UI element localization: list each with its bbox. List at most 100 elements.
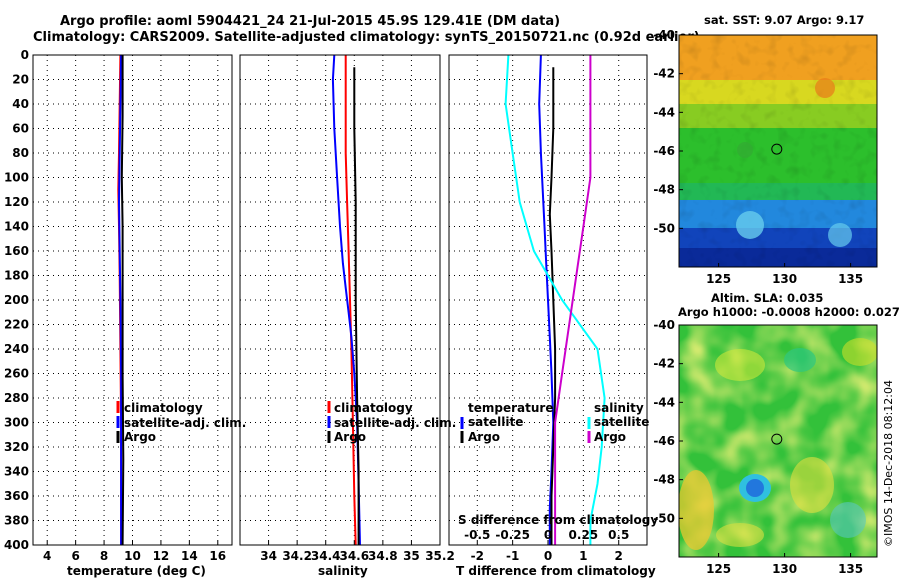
map-y-tick-label: -40 [653,318,675,332]
salinity-panel [240,55,440,545]
sst-map [679,35,877,267]
x-tick-label: 34.6 [339,549,369,563]
secondary-x-tick-label: -0.5 [464,528,490,542]
legend-label-satellite: satellite-adj. clim. [334,416,456,430]
x-tick-label: -1 [506,549,519,563]
plot-frame [239,54,441,546]
secondary-x-tick-label: 0.25 [569,528,599,542]
x-tick-label: 34.4 [311,549,341,563]
x-tick-label: 8 [100,549,108,563]
y-tick-label: 200 [4,293,29,307]
x-tick-label: 34.8 [368,549,398,563]
series-line-climatology [344,55,357,545]
map-y-tick-label: -50 [653,221,675,235]
x-tick-label: 35.2 [425,549,455,563]
map-y-tick-label: -46 [653,434,675,448]
x-axis-label-salinity: salinity [318,564,368,578]
map-x-tick-label: 130 [772,562,797,576]
map-x-tick-label: 135 [838,272,863,286]
series-line-argo [120,55,125,545]
y-tick-label: 180 [4,269,29,283]
x-tick-label: 34.2 [282,549,312,563]
x-tick-label: 0 [544,549,552,563]
map-y-tick-label: -40 [653,28,675,42]
sst-map-title: sat. SST: 9.07 Argo: 9.17 [704,13,864,27]
series-line-satellite-adj-clim- [117,55,123,545]
y-tick-label: 100 [4,171,29,185]
map-y-tick-label: -42 [653,357,675,371]
figure-title-line2: Climatology: CARS2009. Satellite-adjuste… [33,30,700,45]
y-tick-label: 220 [4,318,29,332]
x-tick-label: 6 [71,549,79,563]
legend-label-t-satellite: satellite [468,415,523,429]
y-tick-label: 20 [12,73,29,87]
x-tick-label: 34 [260,549,277,563]
map-y-tick-label: -46 [653,144,675,158]
legend-label-s-satellite: satellite [594,415,649,429]
map-y-tick-label: -42 [653,67,675,81]
y-tick-label: 260 [4,367,29,381]
sla-map-title-line2: Argo h1000: -0.0008 h2000: 0.027 [678,305,900,319]
x-tick-label: 4 [43,549,51,563]
series-line-s-satellite [504,55,606,545]
y-tick-label: 160 [4,244,29,258]
secondary-x-tick-label: -0.25 [495,528,530,542]
legend-label-climatology: climatology [334,401,413,415]
y-tick-label: 340 [4,465,29,479]
legend-heading-temperature: temperature [468,401,553,415]
legend-label-argo: Argo [334,430,366,444]
series-line-argo [353,67,360,545]
map-x-tick-label: 135 [838,562,863,576]
secondary-x-tick-label: 0.5 [608,528,629,542]
x-tick-label: 10 [124,549,141,563]
map-x-tick-label: 125 [706,562,731,576]
x-tick-label: -2 [471,549,484,563]
x-tick-label: 1 [579,549,587,563]
y-tick-label: 280 [4,391,29,405]
map-y-tick-label: -44 [653,395,675,409]
x-tick-label: 2 [615,549,623,563]
map-x-tick-label: 130 [772,272,797,286]
y-tick-label: 60 [12,122,29,136]
x-tick-label: 16 [209,549,226,563]
y-tick-label: 400 [4,538,29,552]
y-tick-label: 140 [4,220,29,234]
map-y-tick-label: -44 [653,105,675,119]
x-tick-label: 35 [403,549,420,563]
difference-panel [449,55,647,545]
x-axis-label-temperature: temperature (deg C) [67,564,206,578]
difference-legend: temperature satellite Argo salinity sate… [458,401,658,527]
legend-label-climatology: climatology [124,401,203,415]
map-y-tick-label: -48 [653,473,675,487]
map-x-tick-label: 125 [706,272,731,286]
argo-location-marker [771,433,783,445]
series-line-s-argo [554,55,592,545]
legend-label-argo: Argo [124,430,156,444]
legend-heading-salinity: salinity [594,401,644,415]
salinity-legend: climatology satellite-adj. clim. Argo [327,401,456,444]
legend-label-t-argo: Argo [468,430,500,444]
argo-location-marker [771,143,783,155]
temperature-panel [33,55,232,545]
series-line-t-satellite [538,55,555,545]
map-y-tick-label: -50 [653,511,675,525]
series-line-t-argo [548,67,557,545]
y-tick-label: 380 [4,514,29,528]
secondary-x-tick-label: 0 [544,528,552,542]
y-tick-label: 300 [4,416,29,430]
y-tick-label: 80 [12,146,29,160]
x-axis-label-difference: T difference from climatology [456,564,656,578]
temperature-legend: climatology satellite-adj. clim. Argo [116,401,246,444]
y-tick-label: 120 [4,195,29,209]
y-tick-label: 0 [21,48,29,62]
x-tick-label: 14 [181,549,198,563]
y-tick-label: 360 [4,489,29,503]
y-tick-label: 320 [4,440,29,454]
legend-label-s-argo: Argo [594,430,626,444]
map-y-tick-label: -48 [653,183,675,197]
figure-title-line1: Argo profile: aoml 5904421_24 21-Jul-201… [60,14,560,29]
sla-map [679,325,877,557]
x-tick-label: 12 [153,549,170,563]
copyright-credit: ©IMOS 14-Dec-2018 08:12:04 [882,380,895,547]
